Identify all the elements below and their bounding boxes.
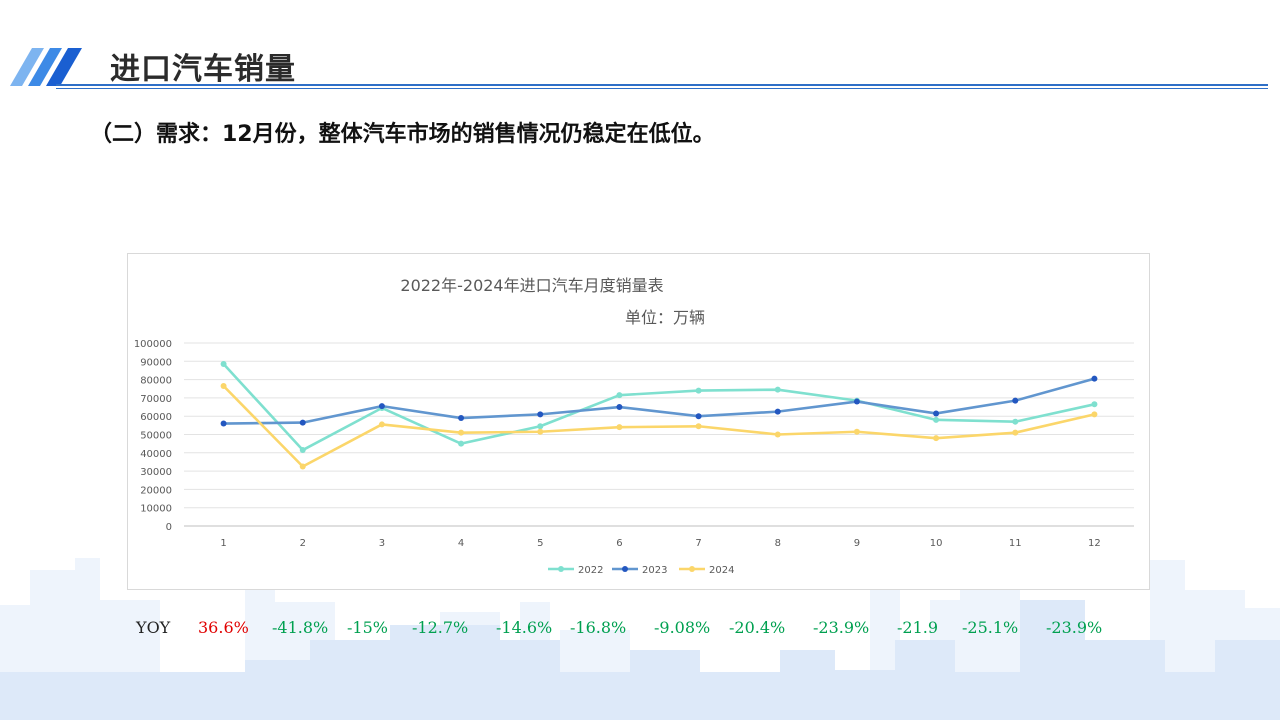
y-tick-label: 40000 <box>140 449 172 460</box>
y-tick-label: 30000 <box>140 467 172 478</box>
series-lines <box>220 361 1098 470</box>
data-point-2024 <box>695 423 702 430</box>
data-point-2022 <box>616 392 623 399</box>
yoy-row: YOY 36.6% -41.8% -15% -12.7% -14.6% -16.8% -9.… <box>0 618 1280 642</box>
x-tick-label: 5 <box>537 538 543 549</box>
page-title: 进口汽车销量 <box>110 52 296 87</box>
x-tick-label: 8 <box>775 538 781 549</box>
data-point-2023 <box>933 410 940 417</box>
yoy-value: -41.8% <box>272 618 329 637</box>
x-tick-label: 4 <box>458 538 464 549</box>
y-tick-label: 50000 <box>140 431 172 442</box>
yoy-label: YOY <box>136 618 171 637</box>
y-tick-label: 10000 <box>140 504 172 515</box>
y-tick-label: 90000 <box>140 357 172 368</box>
data-point-2023 <box>378 403 385 410</box>
yoy-value: -20.4% <box>729 618 786 637</box>
data-point-2022 <box>933 416 940 423</box>
legend-marker-2022 <box>558 566 564 572</box>
data-point-2024 <box>299 463 306 470</box>
data-point-2024 <box>853 428 860 435</box>
yoy-value: -12.7% <box>412 618 469 637</box>
data-point-2024 <box>616 424 623 431</box>
data-point-2023 <box>220 420 227 427</box>
series-line-2024 <box>222 385 1095 468</box>
data-point-2024 <box>378 421 385 428</box>
data-point-2023 <box>537 411 544 418</box>
yoy-value: -21.9 <box>897 618 939 637</box>
data-point-2022 <box>1012 418 1019 425</box>
data-point-2022 <box>220 361 227 368</box>
data-point-2023 <box>1091 375 1098 382</box>
yoy-value: -15% <box>347 618 388 637</box>
y-tick-label: 0 <box>166 522 172 533</box>
data-point-2022 <box>458 440 465 447</box>
data-point-2023 <box>299 419 306 426</box>
header-divider-thin <box>56 88 1268 89</box>
x-tick-label: 3 <box>379 538 385 549</box>
y-tick-label: 20000 <box>140 485 172 496</box>
x-tick-label: 6 <box>616 538 622 549</box>
legend-marker-2023 <box>622 566 628 572</box>
yoy-value: -14.6% <box>496 618 553 637</box>
legend-marker-2024 <box>689 566 695 572</box>
data-point-2024 <box>220 383 227 390</box>
legend-label-2023: 2023 <box>642 565 667 576</box>
data-point-2024 <box>774 431 781 438</box>
legend-label-2022: 2022 <box>578 565 603 576</box>
yoy-value: -25.1% <box>962 618 1019 637</box>
x-tick-label: 9 <box>854 538 860 549</box>
section-subtitle: （二）需求：12月份，整体汽车市场的销售情况仍稳定在低位。 <box>90 122 715 147</box>
x-tick-label: 1 <box>220 538 226 549</box>
x-axis-ticks: 1 2 3 4 5 6 7 8 9 10 11 12 <box>220 538 1100 549</box>
x-tick-label: 2 <box>300 538 306 549</box>
x-tick-label: 10 <box>930 538 943 549</box>
yoy-value: -23.9% <box>1046 618 1103 637</box>
data-point-2024 <box>537 428 544 435</box>
y-axis-ticks: 1000009000080000700006000050000400003000… <box>134 339 172 533</box>
data-point-2022 <box>1091 401 1098 408</box>
line-chart: 2022年-2024年进口汽车月度销量表 单位：万辆 100000 90000 80… <box>127 253 1150 590</box>
yoy-value: -9.08% <box>654 618 711 637</box>
logo-stripes-icon <box>10 48 82 86</box>
data-point-2023 <box>458 415 465 422</box>
data-point-2022 <box>299 447 306 454</box>
data-point-2024 <box>933 435 940 442</box>
data-point-2024 <box>1012 429 1019 436</box>
yoy-value: 36.6% <box>198 618 249 637</box>
yoy-value: -16.8% <box>570 618 627 637</box>
x-tick-label: 12 <box>1088 538 1101 549</box>
chart-unit-label: 单位：万辆 <box>625 308 705 327</box>
x-tick-label: 7 <box>695 538 701 549</box>
chart-title: 2022年-2024年进口汽车月度销量表 <box>400 276 663 295</box>
y-tick-label: 80000 <box>140 376 172 387</box>
data-point-2023 <box>774 408 781 415</box>
y-tick-label: 100000 <box>134 339 172 350</box>
series-line-2022 <box>222 363 1095 452</box>
series-line-2023 <box>223 377 1095 425</box>
x-tick-label: 11 <box>1009 538 1022 549</box>
data-point-2024 <box>458 429 465 436</box>
y-tick-label: 70000 <box>140 394 172 405</box>
data-point-2023 <box>695 413 702 420</box>
header-divider <box>56 84 1268 86</box>
data-point-2024 <box>1091 411 1098 418</box>
data-point-2023 <box>1012 397 1019 404</box>
legend: 2022 2023 2024 <box>548 565 734 576</box>
data-point-2022 <box>774 386 781 393</box>
yoy-value: -23.9% <box>813 618 870 637</box>
data-point-2022 <box>537 423 544 430</box>
data-point-2022 <box>695 387 702 394</box>
gridlines <box>184 342 1134 527</box>
chart-canvas: 2022年-2024年进口汽车月度销量表 单位：万辆 1000009000080… <box>134 276 1134 576</box>
data-point-2023 <box>853 398 860 405</box>
y-tick-label: 60000 <box>140 412 172 423</box>
data-point-2023 <box>616 404 623 411</box>
legend-label-2024: 2024 <box>709 565 734 576</box>
